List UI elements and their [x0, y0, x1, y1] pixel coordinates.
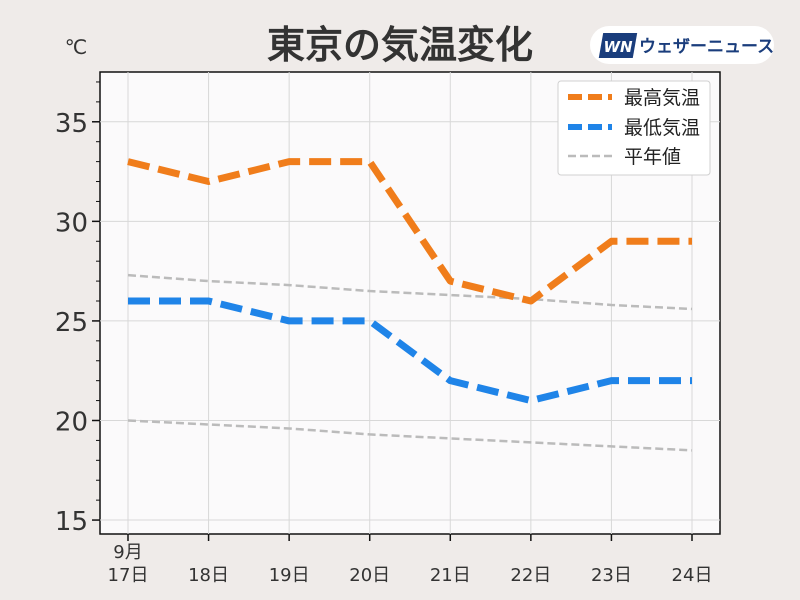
- brand-mark-box: [598, 33, 638, 58]
- y-tick-label: 30: [55, 208, 88, 238]
- series-line-min: [128, 297, 692, 405]
- legend: 最高気温 最低気温 平年値: [557, 80, 711, 176]
- x-tick-label: 20日: [349, 565, 390, 586]
- y-tick-label: 15: [55, 507, 88, 537]
- x-tick-label: 17日: [108, 565, 149, 586]
- legend-label-normal: 平年値: [624, 146, 681, 168]
- y-unit-label: ℃: [65, 35, 87, 59]
- x-tick-label: 22日: [510, 565, 551, 586]
- y-axis: 15 20 25 30 35: [55, 81, 100, 537]
- legend-label-min: 最低気温: [624, 117, 700, 139]
- y-tick-label: 25: [55, 308, 88, 338]
- x-tick-label: 19日: [269, 565, 310, 586]
- legend-label-max: 最高気温: [624, 87, 700, 109]
- x-tick-label: 24日: [672, 565, 713, 586]
- legend-box: [557, 80, 711, 176]
- brand-name: ウェザーニュース: [639, 37, 774, 57]
- x-month-label: 9月: [113, 542, 142, 563]
- y-tick-label: 35: [55, 109, 88, 139]
- y-tick-label: 20: [55, 407, 88, 437]
- x-tick-label: 21日: [430, 565, 471, 586]
- x-tick-label: 18日: [188, 565, 229, 586]
- brand-logo: WN ウェザーニュース: [590, 26, 774, 64]
- x-tick-label: 23日: [591, 565, 632, 586]
- normal-line-0: [127, 273, 693, 311]
- chart-title: 東京の気温変化: [267, 23, 533, 67]
- series-lines: [127, 158, 693, 452]
- brand-mark: WN: [603, 38, 633, 56]
- normal-line-1: [127, 419, 693, 452]
- x-axis: 17日 18日 19日 20日 21日 22日 23日 24日 9月: [108, 534, 713, 586]
- series-line-max: [127, 158, 692, 305]
